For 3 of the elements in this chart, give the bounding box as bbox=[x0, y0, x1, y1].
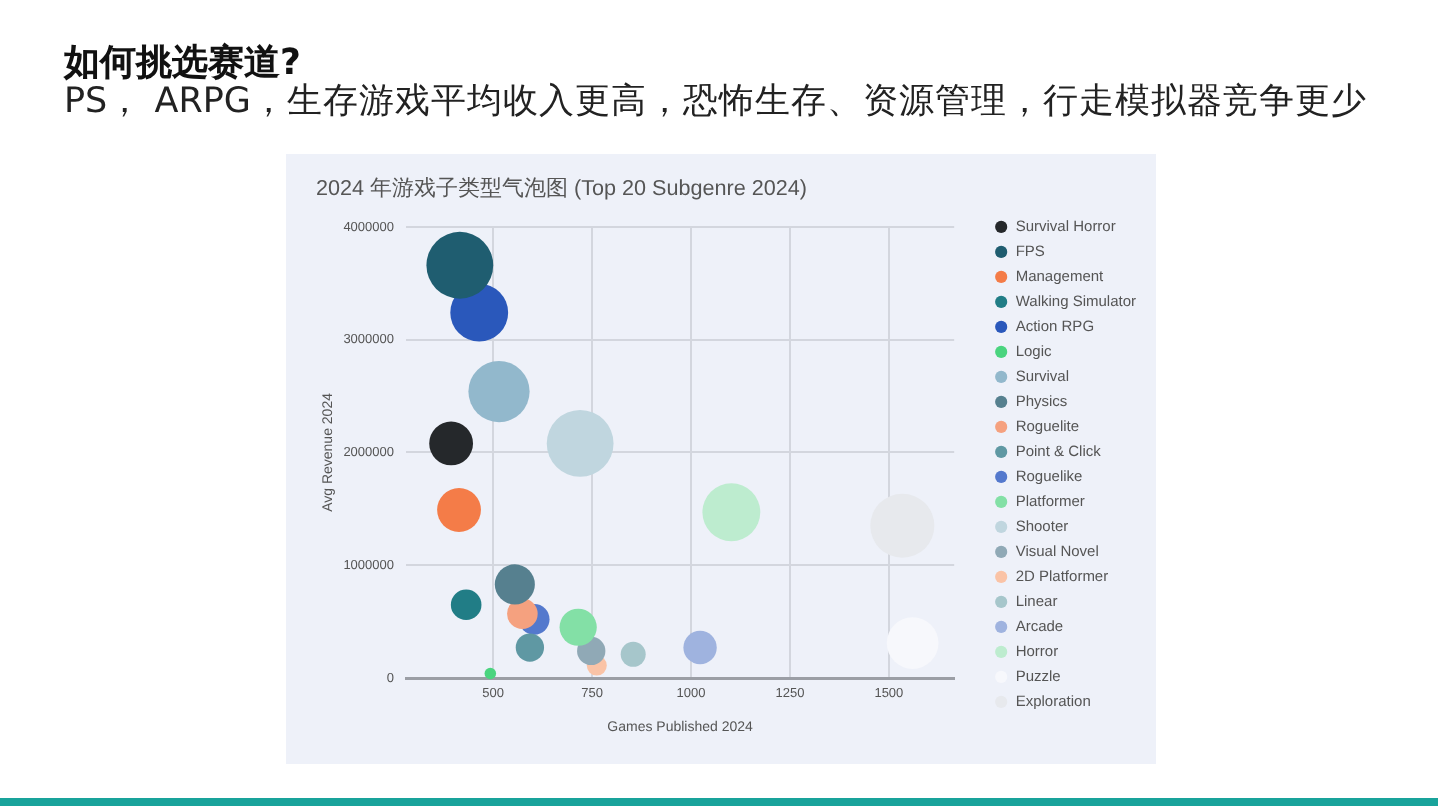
chart-title: 2024 年游戏子类型气泡图 (Top 20 Subgenre 2024) bbox=[316, 174, 807, 201]
text: 如何挑选赛道? bbox=[64, 42, 301, 84]
text: PS， ARPG，生存游戏平均收入更高，恐怖生存、资源管理，行走模拟器竞争更少 bbox=[64, 81, 1367, 124]
